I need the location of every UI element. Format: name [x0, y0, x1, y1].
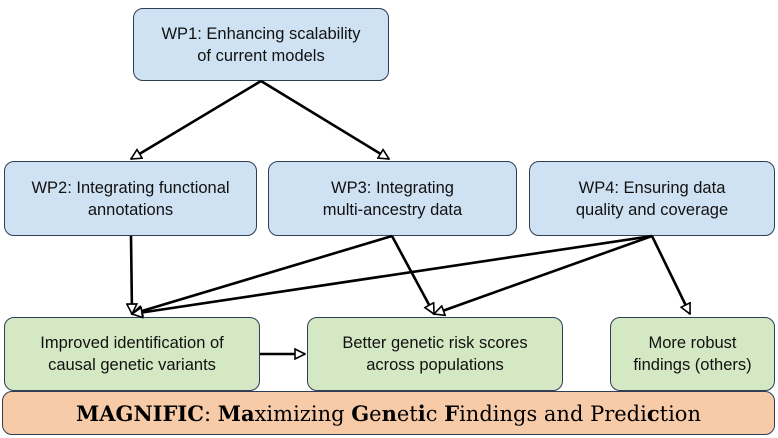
outcome-robust-findings-box: More robust findings (others): [610, 317, 775, 391]
banner-part: G: [351, 400, 370, 426]
banner-part: c: [425, 401, 445, 426]
banner-part: et: [396, 401, 418, 426]
arrow-wp4-to-robust: [650, 235, 692, 314]
wp4-line1: WP4: Ensuring data: [578, 178, 726, 197]
banner-separator: :: [203, 401, 218, 426]
banner-part: indings and Predi: [459, 401, 647, 426]
wp1-box: WP1: Enhancing scalability of current mo…: [133, 8, 389, 81]
banner-title: MAGNIFIC: Maximizing Genetic Findings an…: [76, 401, 701, 426]
outcome-risk-line1: Better genetic risk scores: [342, 334, 528, 352]
banner-part: e: [369, 401, 382, 426]
outcome-risk-line2: across populations: [366, 356, 504, 374]
arrow-wp1-to-wp2: [131, 79, 262, 161]
outcome-robust-line2: findings (others): [633, 356, 752, 374]
banner-part: tion: [659, 401, 701, 426]
outcome-risk-scores-box: Better genetic risk scores across popula…: [307, 317, 563, 391]
wp4-box: WP4: Ensuring data quality and coverage: [529, 161, 775, 236]
outcome-robust-line1: More robust: [648, 334, 737, 352]
wp2-box: WP2: Integrating functional annotations: [4, 161, 257, 236]
banner-part: n: [381, 400, 397, 426]
banner-part: ximizing: [254, 401, 352, 426]
outcome-causal-line1: Improved identification of: [40, 334, 224, 352]
wp2-line1: WP2: Integrating functional: [31, 178, 230, 197]
wp3-line2: multi-ancestry data: [322, 200, 463, 219]
outcome-causal-variants-box: Improved identification of causal geneti…: [4, 317, 260, 391]
arrow-wp3-to-causal: [132, 234, 393, 314]
banner-part: c: [646, 400, 660, 426]
arrow-wp4-to-causal: [132, 234, 653, 314]
arrow-wp1-to-wp3: [260, 79, 389, 161]
banner-acronym: MAGNIFIC: [76, 400, 204, 426]
wp2-line2: annotations: [87, 200, 174, 219]
wp1-line1: WP1: Enhancing scalability: [161, 24, 361, 43]
arrow-wp2-to-causal: [131, 235, 132, 314]
wp4-line2: quality and coverage: [575, 200, 729, 219]
banner-part: i: [417, 400, 426, 426]
arrow-wp4-to-risk: [434, 234, 653, 314]
wp1-line2: of current models: [197, 46, 325, 65]
banner-expansion: Maximizing Genetic Findings and Predicti…: [217, 400, 701, 426]
banner-part: F: [444, 400, 460, 426]
arrow-wp3-to-risk: [390, 235, 436, 314]
wp3-box: WP3: Integrating multi-ancestry data: [268, 161, 517, 236]
wp3-line1: WP3: Integrating: [331, 178, 454, 197]
project-title-banner: MAGNIFIC: Maximizing Genetic Findings an…: [2, 391, 775, 435]
outcome-causal-line2: causal genetic variants: [48, 356, 216, 374]
banner-part: Ma: [217, 400, 255, 426]
